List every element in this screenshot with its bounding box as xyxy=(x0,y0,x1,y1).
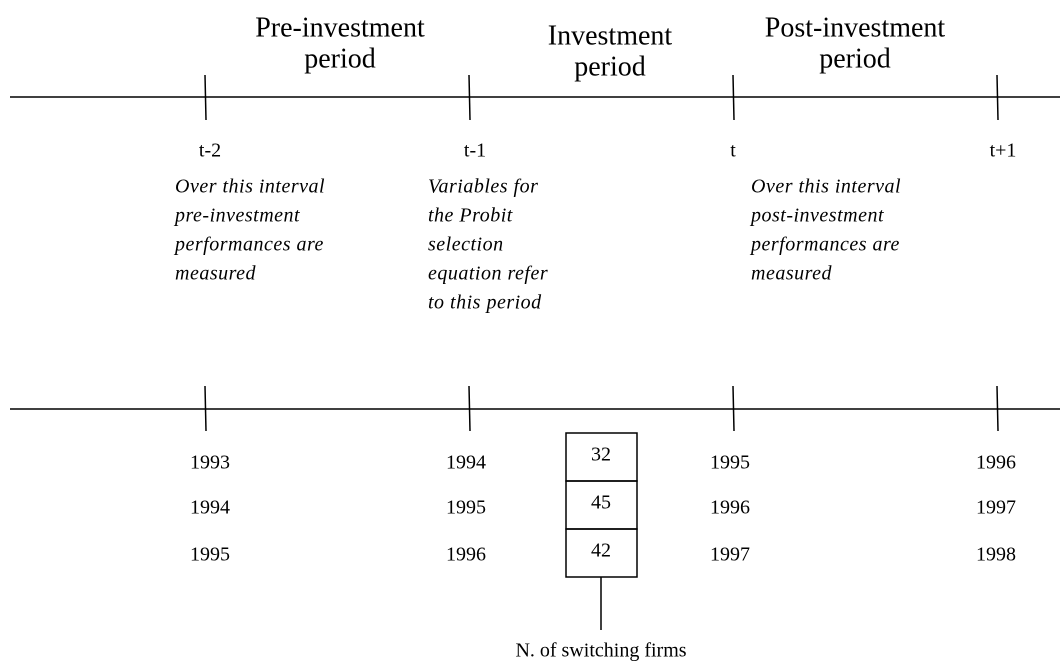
caption: N. of switching firms xyxy=(515,640,686,662)
year: 1995 xyxy=(446,497,486,519)
note-line: measured xyxy=(175,263,257,285)
count: 42 xyxy=(591,540,611,562)
year: 1995 xyxy=(190,544,230,566)
note-line: performances are xyxy=(749,234,900,256)
tick xyxy=(732,385,735,432)
note-line: performances are xyxy=(173,234,324,256)
year: 1998 xyxy=(976,544,1016,566)
period-title: Pre-investment xyxy=(255,12,425,43)
tick xyxy=(468,385,471,432)
note-line: pre-investment xyxy=(173,205,300,227)
period-title: period xyxy=(574,51,646,82)
note-line: to this period xyxy=(428,292,542,314)
tick xyxy=(732,74,735,121)
period-title: Post-investment xyxy=(765,12,946,43)
tick-label: t-1 xyxy=(464,140,486,162)
year: 1994 xyxy=(446,452,486,474)
tick xyxy=(468,74,471,121)
year: 1997 xyxy=(976,497,1016,519)
note-line: the Probit xyxy=(428,205,513,227)
tick-label: t-2 xyxy=(199,140,221,162)
note-line: equation refer xyxy=(428,263,548,285)
tick xyxy=(204,385,207,432)
count: 32 xyxy=(591,444,611,466)
year: 1994 xyxy=(190,497,230,519)
note-line: measured xyxy=(751,263,833,285)
count: 45 xyxy=(591,492,611,514)
tick xyxy=(996,385,999,432)
tick xyxy=(996,74,999,121)
year: 1993 xyxy=(190,452,230,474)
period-title: Investment xyxy=(548,20,673,51)
tick-label: t xyxy=(730,140,736,162)
note-line: post-investment xyxy=(749,205,884,227)
note-line: Over this interval xyxy=(751,176,901,198)
tick-label: t+1 xyxy=(990,140,1017,162)
note-line: selection xyxy=(428,234,504,256)
note-line: Over this interval xyxy=(175,176,325,198)
note-line: Variables for xyxy=(428,176,538,198)
period-title: period xyxy=(304,43,376,74)
year: 1997 xyxy=(710,544,750,566)
year: 1996 xyxy=(976,452,1016,474)
year: 1995 xyxy=(710,452,750,474)
tick xyxy=(204,74,207,121)
year: 1996 xyxy=(446,544,486,566)
count-box xyxy=(565,528,638,578)
period-title: period xyxy=(819,43,891,74)
year: 1996 xyxy=(710,497,750,519)
